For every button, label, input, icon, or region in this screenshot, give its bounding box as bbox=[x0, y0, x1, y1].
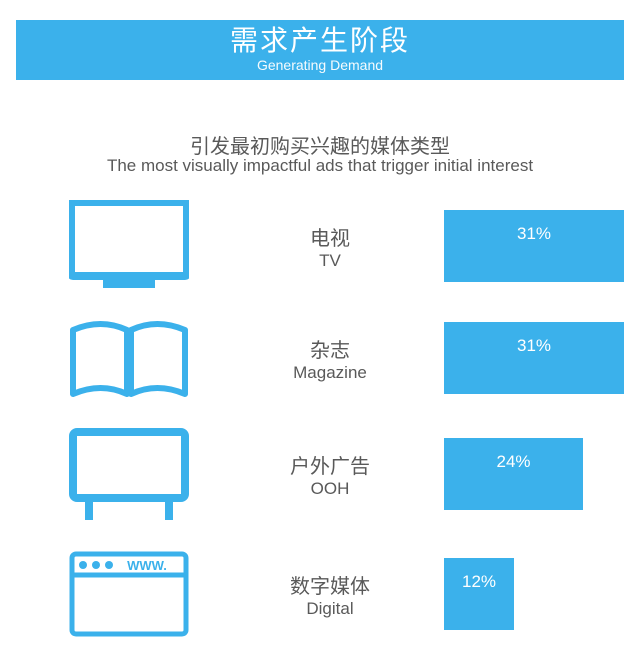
svg-text:WWW.: WWW. bbox=[127, 558, 167, 573]
page: 需求产生阶段 Generating Demand 引发最初购买兴趣的媒体类型 T… bbox=[0, 0, 640, 648]
percentage-label: 31% bbox=[517, 224, 551, 244]
media-label-cn: 电视 bbox=[310, 222, 350, 251]
media-label: 数字媒体 Digital bbox=[240, 544, 420, 644]
billboard-icon bbox=[64, 424, 194, 524]
subtitle-en: The most visually impactful ads that tri… bbox=[0, 156, 640, 176]
percentage-bar: 24% bbox=[444, 438, 583, 510]
magazine-icon bbox=[64, 308, 194, 408]
stage-banner: 需求产生阶段 Generating Demand bbox=[16, 20, 624, 80]
percentage-label: 31% bbox=[517, 336, 551, 356]
browser-icon: WWW. bbox=[64, 544, 194, 644]
bar-wrap: 24% bbox=[444, 438, 624, 510]
media-row: 户外广告 OOH 24% bbox=[0, 424, 640, 524]
subtitle-cn: 引发最初购买兴趣的媒体类型 bbox=[0, 130, 640, 159]
percentage-bar: 12% bbox=[444, 558, 514, 630]
media-row: 电视 TV 31% bbox=[0, 196, 640, 296]
percentage-bar: 31% bbox=[444, 210, 624, 282]
media-label: 户外广告 OOH bbox=[240, 424, 420, 524]
media-label-cn: 数字媒体 bbox=[290, 570, 370, 599]
bar-wrap: 31% bbox=[444, 210, 624, 282]
media-label: 杂志 Magazine bbox=[240, 308, 420, 408]
media-label-en: TV bbox=[319, 251, 341, 271]
media-row: 杂志 Magazine 31% bbox=[0, 308, 640, 408]
banner-title-cn: 需求产生阶段 bbox=[230, 26, 410, 57]
banner-title-en: Generating Demand bbox=[257, 57, 383, 74]
percentage-bar: 31% bbox=[444, 322, 624, 394]
media-label-en: Magazine bbox=[293, 363, 367, 383]
percentage-label: 24% bbox=[496, 452, 530, 472]
bar-wrap: 12% bbox=[444, 558, 624, 630]
media-label-cn: 杂志 bbox=[310, 334, 350, 363]
tv-icon bbox=[64, 196, 194, 296]
media-label-cn: 户外广告 bbox=[290, 450, 370, 479]
media-label-en: OOH bbox=[311, 479, 350, 499]
media-label-en: Digital bbox=[306, 599, 353, 619]
media-label: 电视 TV bbox=[240, 196, 420, 296]
bar-wrap: 31% bbox=[444, 322, 624, 394]
percentage-label: 12% bbox=[462, 572, 496, 592]
media-row: WWW. 数字媒体 Digital 12% bbox=[0, 544, 640, 644]
